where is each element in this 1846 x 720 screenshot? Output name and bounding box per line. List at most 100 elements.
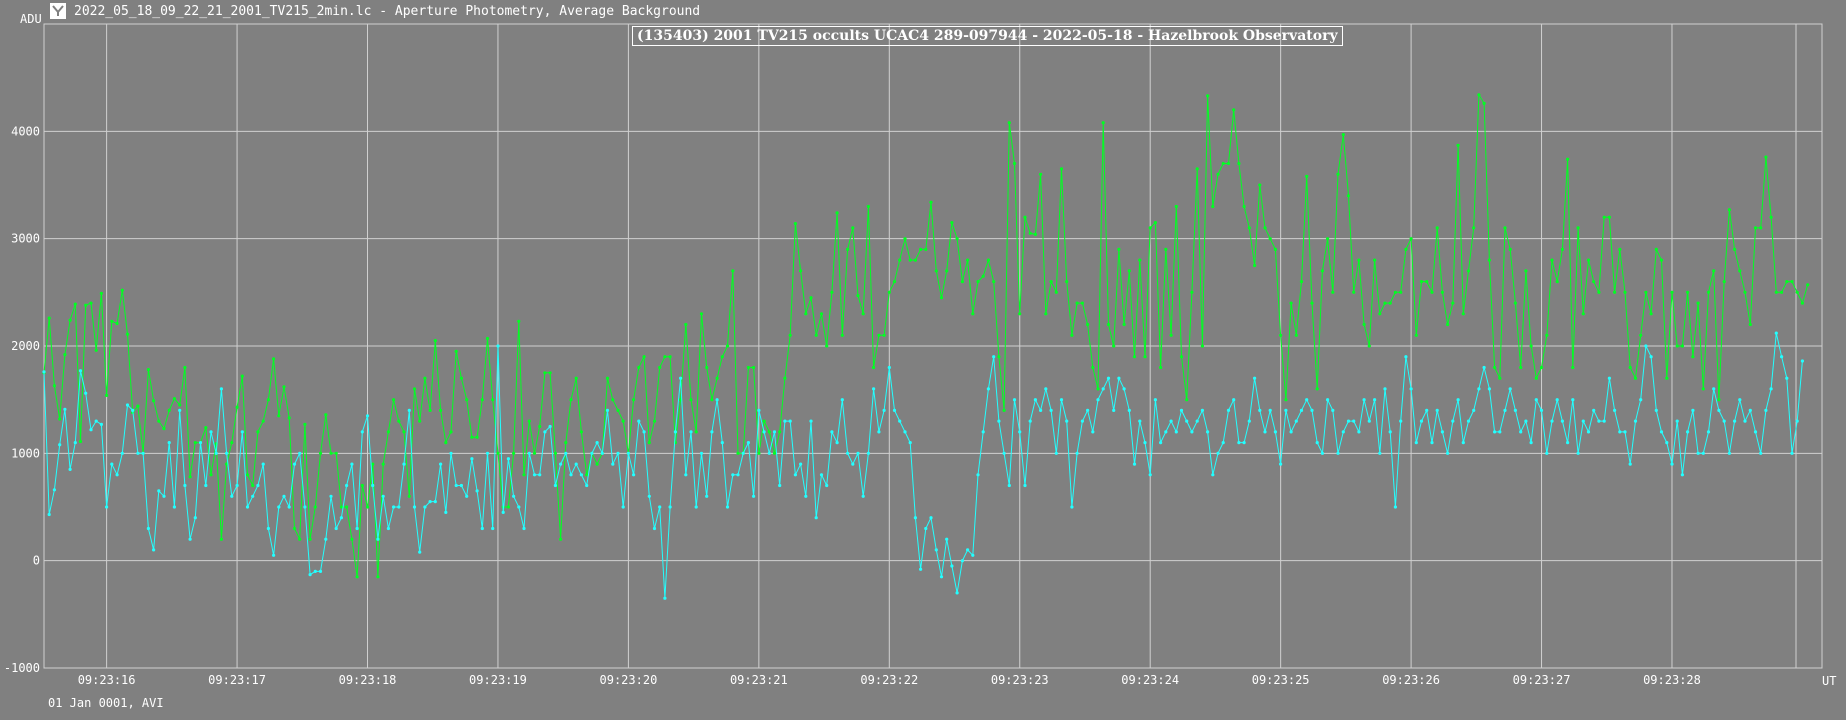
- data-point: [809, 419, 813, 423]
- data-point: [1080, 419, 1084, 423]
- data-point: [1054, 451, 1058, 455]
- data-point: [1738, 398, 1742, 402]
- data-point: [1430, 441, 1434, 445]
- data-point: [261, 419, 265, 423]
- data-point: [1409, 387, 1413, 391]
- data-point: [1519, 430, 1523, 434]
- data-point: [1132, 355, 1137, 359]
- data-point: [1633, 376, 1638, 380]
- data-point: [1435, 226, 1439, 230]
- data-point: [673, 430, 678, 434]
- data-point: [1190, 290, 1194, 294]
- data-point: [1315, 441, 1319, 445]
- data-point: [793, 473, 798, 477]
- data-point: [152, 399, 156, 403]
- data-point: [856, 294, 860, 298]
- data-point: [439, 408, 443, 412]
- data-point: [830, 430, 834, 434]
- data-point: [339, 505, 343, 509]
- data-point: [350, 462, 354, 466]
- x-axis-unit-label: UT: [1822, 674, 1837, 688]
- y-tick-label: -1000: [4, 661, 40, 675]
- data-point: [1722, 280, 1726, 284]
- data-point: [292, 462, 297, 466]
- data-point: [898, 258, 902, 262]
- data-point: [1185, 398, 1189, 402]
- data-point: [1748, 408, 1752, 412]
- data-point: [1482, 365, 1486, 370]
- data-point: [1727, 208, 1731, 212]
- data-point: [762, 419, 766, 423]
- data-point: [799, 269, 803, 273]
- data-point: [209, 473, 213, 477]
- data-point: [1326, 237, 1330, 241]
- data-point: [376, 537, 380, 541]
- data-point: [919, 567, 923, 571]
- data-point: [725, 505, 730, 509]
- data-point: [731, 473, 735, 477]
- data-point: [1581, 419, 1585, 423]
- data-point: [882, 333, 886, 337]
- data-point: [903, 237, 907, 241]
- data-point: [752, 494, 756, 498]
- data-point: [1211, 204, 1215, 209]
- data-point: [605, 408, 610, 412]
- footer-date-source: 01 Jan 0001, AVI: [48, 696, 164, 710]
- y-tick-label: 4000: [11, 124, 40, 138]
- data-point: [1571, 365, 1575, 370]
- data-point: [1341, 133, 1345, 137]
- data-point: [1592, 280, 1596, 284]
- data-point: [157, 489, 161, 493]
- data-point: [1425, 408, 1429, 412]
- data-point: [1498, 376, 1502, 380]
- data-point: [146, 368, 150, 372]
- data-point: [141, 451, 145, 455]
- data-point: [1018, 312, 1022, 316]
- data-point: [287, 505, 291, 509]
- data-point: [1534, 398, 1538, 402]
- data-point: [308, 537, 312, 541]
- data-point: [846, 247, 850, 251]
- data-point: [1346, 419, 1351, 423]
- y-tick-label: 0: [33, 554, 40, 568]
- data-point: [1112, 408, 1116, 412]
- data-point: [1472, 408, 1476, 412]
- data-point: [1795, 290, 1799, 294]
- data-point: [1242, 441, 1246, 445]
- data-point: [355, 526, 359, 531]
- series-line: [43, 332, 1803, 599]
- data-point: [58, 443, 62, 447]
- data-point: [1769, 387, 1773, 391]
- data-point: [178, 403, 182, 407]
- data-point: [1253, 263, 1257, 268]
- data-point: [872, 365, 876, 370]
- data-point: [277, 414, 281, 418]
- data-point: [1555, 280, 1559, 284]
- data-point: [658, 505, 662, 509]
- data-point: [1388, 430, 1392, 434]
- data-point: [955, 237, 959, 241]
- data-point: [658, 365, 662, 370]
- data-point: [68, 318, 72, 322]
- data-point: [1362, 322, 1366, 327]
- data-point: [945, 537, 949, 541]
- data-point: [1206, 94, 1210, 98]
- data-point: [1545, 333, 1549, 337]
- x-tick-label: 09:23:24: [1121, 673, 1179, 687]
- data-point: [1018, 430, 1022, 434]
- data-point: [971, 312, 975, 316]
- data-point: [42, 370, 46, 374]
- data-point: [642, 430, 646, 434]
- data-point: [1539, 365, 1544, 370]
- data-point: [1357, 258, 1361, 262]
- data-point: [1383, 301, 1387, 305]
- data-point: [1519, 365, 1523, 370]
- data-point: [538, 473, 542, 477]
- data-point: [1279, 333, 1283, 337]
- data-point: [715, 398, 719, 402]
- data-point: [1044, 387, 1048, 391]
- data-point: [511, 494, 516, 498]
- data-point: [1419, 419, 1424, 423]
- data-point: [303, 505, 307, 509]
